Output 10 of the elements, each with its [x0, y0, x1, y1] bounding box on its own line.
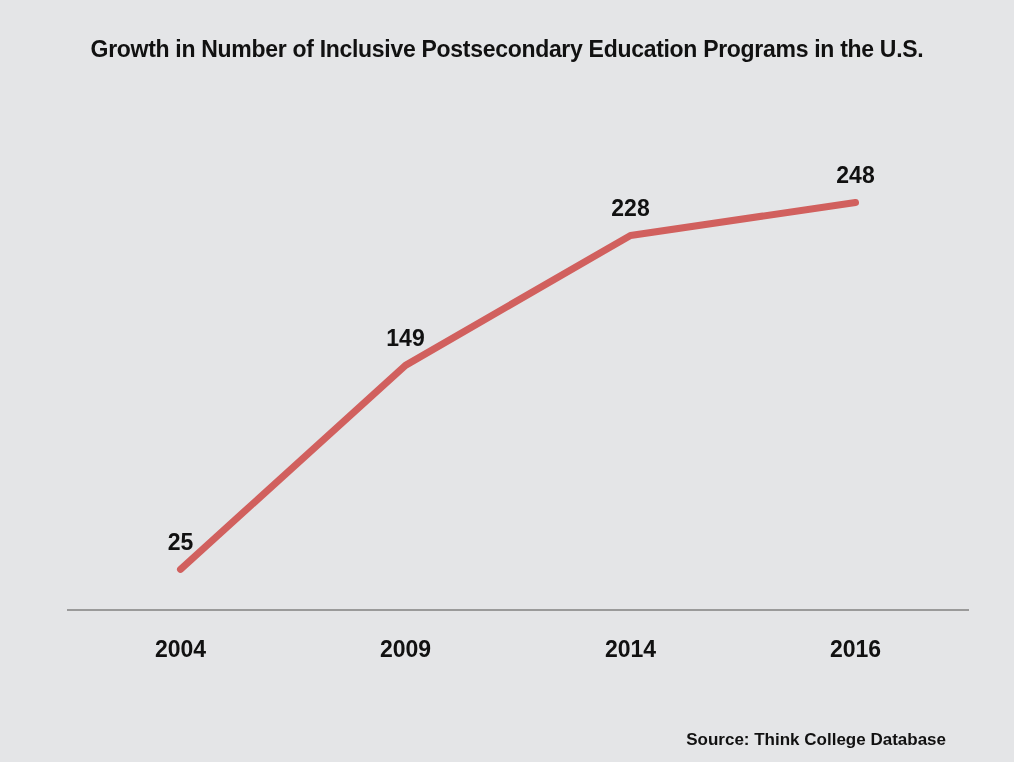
data-label: 149: [386, 325, 425, 352]
data-label: 248: [836, 162, 875, 189]
source-note: Source: Think College Database: [686, 730, 946, 750]
chart-title: Growth in Number of Inclusive Postsecondary Education Programs in the U.S.: [89, 36, 925, 63]
x-tick-label: 2009: [379, 635, 432, 662]
x-tick-label: 2016: [829, 635, 882, 662]
x-tick-label: 2014: [604, 635, 657, 662]
data-label: 228: [611, 195, 650, 222]
x-tick-label: 2004: [154, 635, 207, 662]
data-label: 25: [167, 529, 194, 556]
